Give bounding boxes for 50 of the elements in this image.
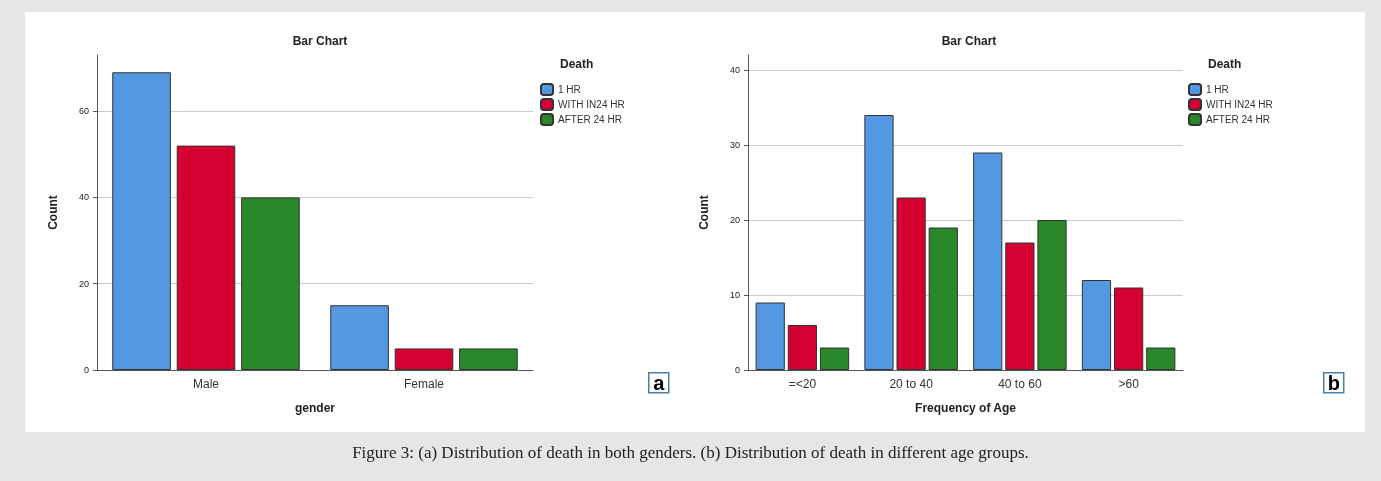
- bar: [241, 197, 300, 370]
- y-tick-label: 0: [83, 365, 89, 375]
- x-tick-label: =<20: [788, 377, 817, 391]
- y-tick-label: 60: [78, 106, 89, 117]
- y-tick-label: 20: [729, 215, 740, 225]
- bar: [1005, 242, 1035, 370]
- y-tick-label: 10: [729, 290, 740, 300]
- bar: [394, 348, 454, 370]
- legend-label: 1 HR: [558, 84, 581, 95]
- legend-label: 1 HR: [1206, 84, 1229, 95]
- bar: [1114, 287, 1144, 370]
- legend-label: AFTER 24 HR: [1206, 114, 1270, 125]
- bar: [459, 348, 518, 370]
- bar: [112, 72, 171, 370]
- legend-label: WITH IN24 HR: [1206, 99, 1273, 110]
- bar: [755, 302, 785, 370]
- chart-title: Bar Chart: [941, 34, 997, 48]
- x-tick-label: >60: [1118, 377, 1140, 391]
- y-tick-label: 20: [78, 278, 89, 289]
- text: a: [653, 371, 666, 394]
- legend-title: Death: [560, 57, 594, 71]
- chart-title: Bar Chart: [292, 34, 348, 48]
- y-tick-label: 0: [734, 365, 740, 375]
- x-tick-label: Female: [403, 377, 445, 391]
- bar: [787, 325, 817, 370]
- bar: [928, 227, 958, 370]
- legend-title: Death: [1208, 57, 1242, 71]
- x-axis-title: gender: [294, 401, 336, 415]
- bar: [973, 152, 1003, 370]
- y-tick-label: 40: [729, 65, 740, 75]
- legend-label: AFTER 24 HR: [558, 114, 622, 125]
- y-tick-label: 40: [78, 192, 89, 203]
- x-tick-label: Male: [192, 377, 220, 391]
- x-tick-label: 40 to 60: [998, 377, 1042, 391]
- x-axis-title: Frequency of Age: [915, 401, 1017, 415]
- y-axis-title: Count: [46, 195, 60, 230]
- bar: [896, 197, 926, 370]
- bar: [1146, 347, 1176, 370]
- y-axis-title: Count: [697, 195, 711, 230]
- x-tick-label: 20 to 40: [889, 377, 934, 391]
- text: b: [1327, 371, 1340, 394]
- bar: [176, 145, 236, 370]
- bar: [1037, 220, 1067, 370]
- caption: Figure 3: (a) Distribution of death in both genders. (b) Distribution of death in different age groups.: [352, 443, 1029, 462]
- legend-label: WITH IN24 HR: [558, 99, 625, 110]
- bar: [330, 305, 389, 370]
- bar: [819, 347, 850, 370]
- y-tick-label: 30: [729, 140, 740, 150]
- bar: [864, 115, 894, 370]
- bar: [1081, 280, 1112, 370]
